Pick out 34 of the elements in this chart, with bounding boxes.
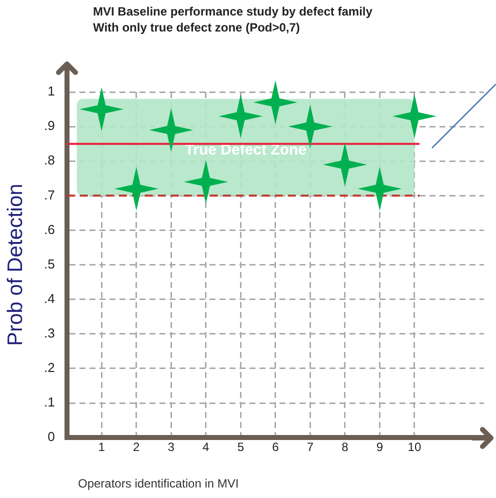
x-axis-title: Operators identification in MVI [78,476,239,490]
y-tick-label: .5 [44,256,55,272]
x-tick-label: 4 [202,440,210,454]
y-tick-label: .8 [44,152,55,168]
x-tick-label: 8 [342,440,349,454]
x-tick-label: 1 [98,440,106,454]
x-tick-label: 7 [306,440,314,454]
point [358,166,402,211]
y-tick-label: .3 [44,326,55,340]
point [114,166,158,211]
y-tick-label: .9 [44,118,55,134]
band-label: True Defect Zone [184,141,307,158]
y-tick-label: .6 [44,222,55,237]
y-tick-label: .7 [44,187,55,202]
point [253,80,298,124]
y-tick-label: .1 [44,394,55,410]
point [392,94,436,138]
point [322,142,367,187]
point [184,160,228,204]
x-tick-label: 9 [376,440,384,454]
x-tick-label: 2 [133,440,140,454]
y-tick-label: 1 [48,84,55,99]
x-tick-label: 6 [272,440,280,454]
y-tick-label: 0 [48,429,55,444]
y-axis-title: Prob of Detection [4,184,27,346]
x-tick-label: 3 [168,440,175,454]
point [80,87,124,132]
chart-subtitle: With only true defect zone (Pod>0,7) [93,20,300,34]
y-tick-label: .4 [44,290,55,306]
chart-title: MVI Baseline performance study by defect family [93,4,373,18]
y-tick-label: .2 [44,360,55,376]
x-tick-label: 5 [237,440,244,454]
x-tick-label: 10 [408,440,422,454]
point [218,94,263,138]
